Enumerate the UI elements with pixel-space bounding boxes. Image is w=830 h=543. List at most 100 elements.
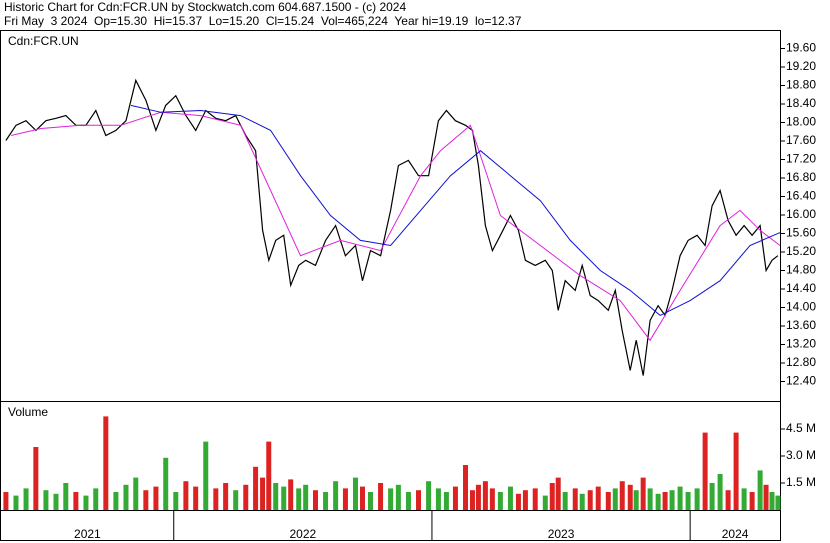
volume-bar <box>260 477 266 510</box>
volume-bar <box>640 477 646 510</box>
volume-bar <box>388 488 394 510</box>
volume-bar <box>595 486 601 510</box>
y-tick-label: 12.80 <box>786 355 816 369</box>
volume-bar <box>507 486 513 510</box>
volume-bar <box>475 484 481 510</box>
volume-bar <box>647 488 653 510</box>
y-tick-label: 18.40 <box>786 96 816 110</box>
volume-bar <box>677 486 683 510</box>
y-tick-label: 14.40 <box>786 281 816 295</box>
volume-bar <box>749 492 755 510</box>
volume-bar <box>633 490 639 510</box>
price-panel-label: Cdn:FCR.UN <box>8 34 79 48</box>
moving-average-line <box>130 104 781 316</box>
y-tick-label: 16.00 <box>786 207 816 221</box>
volume-bar <box>233 490 239 510</box>
volume-bar <box>253 466 259 510</box>
volume-bar <box>662 492 668 510</box>
volume-bar <box>612 488 618 510</box>
volume-bar <box>266 441 272 510</box>
y-tick-label: 18.00 <box>786 115 816 129</box>
volume-bar <box>497 492 503 510</box>
volume-bar <box>342 488 348 510</box>
volume-bar <box>463 465 469 510</box>
y-tick-label: 13.20 <box>786 337 816 351</box>
volume-bar <box>709 483 715 510</box>
y-tick-label: 14.80 <box>786 263 816 277</box>
volume-bar <box>3 492 9 510</box>
volume-bar <box>193 486 199 510</box>
volume-bar <box>33 447 39 510</box>
volume-bar <box>685 492 691 510</box>
y-tick-label: 3.0 M <box>786 448 816 462</box>
moving-average-line <box>10 111 781 342</box>
volume-bar <box>281 486 287 510</box>
volume-bar <box>367 492 373 510</box>
volume-bar <box>587 490 593 510</box>
y-tick-label: 18.80 <box>786 78 816 92</box>
y-tick-label: 19.20 <box>786 59 816 73</box>
volume-bar <box>273 483 279 510</box>
volume-bar <box>717 474 723 510</box>
volume-bar <box>53 493 59 510</box>
volume-bar <box>452 486 458 510</box>
volume-bar <box>669 490 675 510</box>
volume-bar <box>482 481 488 510</box>
y-tick-label: 17.60 <box>786 133 816 147</box>
volume-bar <box>694 488 700 510</box>
volume-bar <box>489 488 495 510</box>
volume-bar <box>741 488 747 510</box>
volume-bar <box>83 495 89 510</box>
volume-bar <box>775 495 781 510</box>
volume-bar <box>43 490 49 510</box>
volume-bar <box>323 492 329 510</box>
volume-bar <box>702 432 708 510</box>
volume-bar <box>183 481 189 510</box>
volume-bar <box>522 490 528 510</box>
volume-bar <box>416 490 422 510</box>
volume-bar <box>769 492 775 510</box>
volume-bar <box>395 484 401 510</box>
y-tick-label: 1.5 M <box>786 475 816 489</box>
volume-bar <box>725 490 731 510</box>
chart-subtitle: Fri May 3 2024 Op=15.30 Hi=15.37 Lo=15.2… <box>4 14 522 28</box>
volume-bar <box>173 492 179 510</box>
volume-bar <box>542 495 548 510</box>
volume-bar <box>378 483 384 510</box>
volume-bar <box>469 490 475 510</box>
volume-bar <box>555 477 561 510</box>
volume-panel-label: Volume <box>8 405 48 419</box>
volume-bar <box>163 457 169 510</box>
volume-bar <box>579 493 585 510</box>
volume-bar <box>103 416 109 510</box>
volume-bar <box>213 488 219 510</box>
x-tick-label: 2022 <box>289 527 316 541</box>
x-tick-label: 2021 <box>74 527 101 541</box>
volume-bar <box>733 432 739 510</box>
volume-bar <box>353 477 359 510</box>
volume-bar <box>655 493 661 510</box>
volume-bar <box>435 488 441 510</box>
volume-bar <box>763 484 769 510</box>
volume-bar <box>515 493 521 510</box>
y-tick-label: 16.80 <box>786 170 816 184</box>
y-tick-label: 14.00 <box>786 300 816 314</box>
volume-bar <box>359 486 365 510</box>
chart-frame <box>0 30 781 541</box>
volume-bar <box>73 492 79 510</box>
volume-bar <box>296 488 302 510</box>
volume-bar <box>13 495 19 510</box>
volume-bar <box>223 483 229 510</box>
volume-bar <box>93 488 99 510</box>
volume-bar <box>123 484 129 510</box>
volume-bar <box>757 470 763 510</box>
volume-bar <box>63 483 69 510</box>
volume-bar <box>443 492 449 510</box>
volume-bar <box>619 481 625 510</box>
y-tick-label: 19.60 <box>786 41 816 55</box>
x-tick-label: 2024 <box>722 527 749 541</box>
volume-bar <box>288 479 294 510</box>
volume-bar <box>303 484 309 510</box>
y-tick-label: 13.60 <box>786 318 816 332</box>
